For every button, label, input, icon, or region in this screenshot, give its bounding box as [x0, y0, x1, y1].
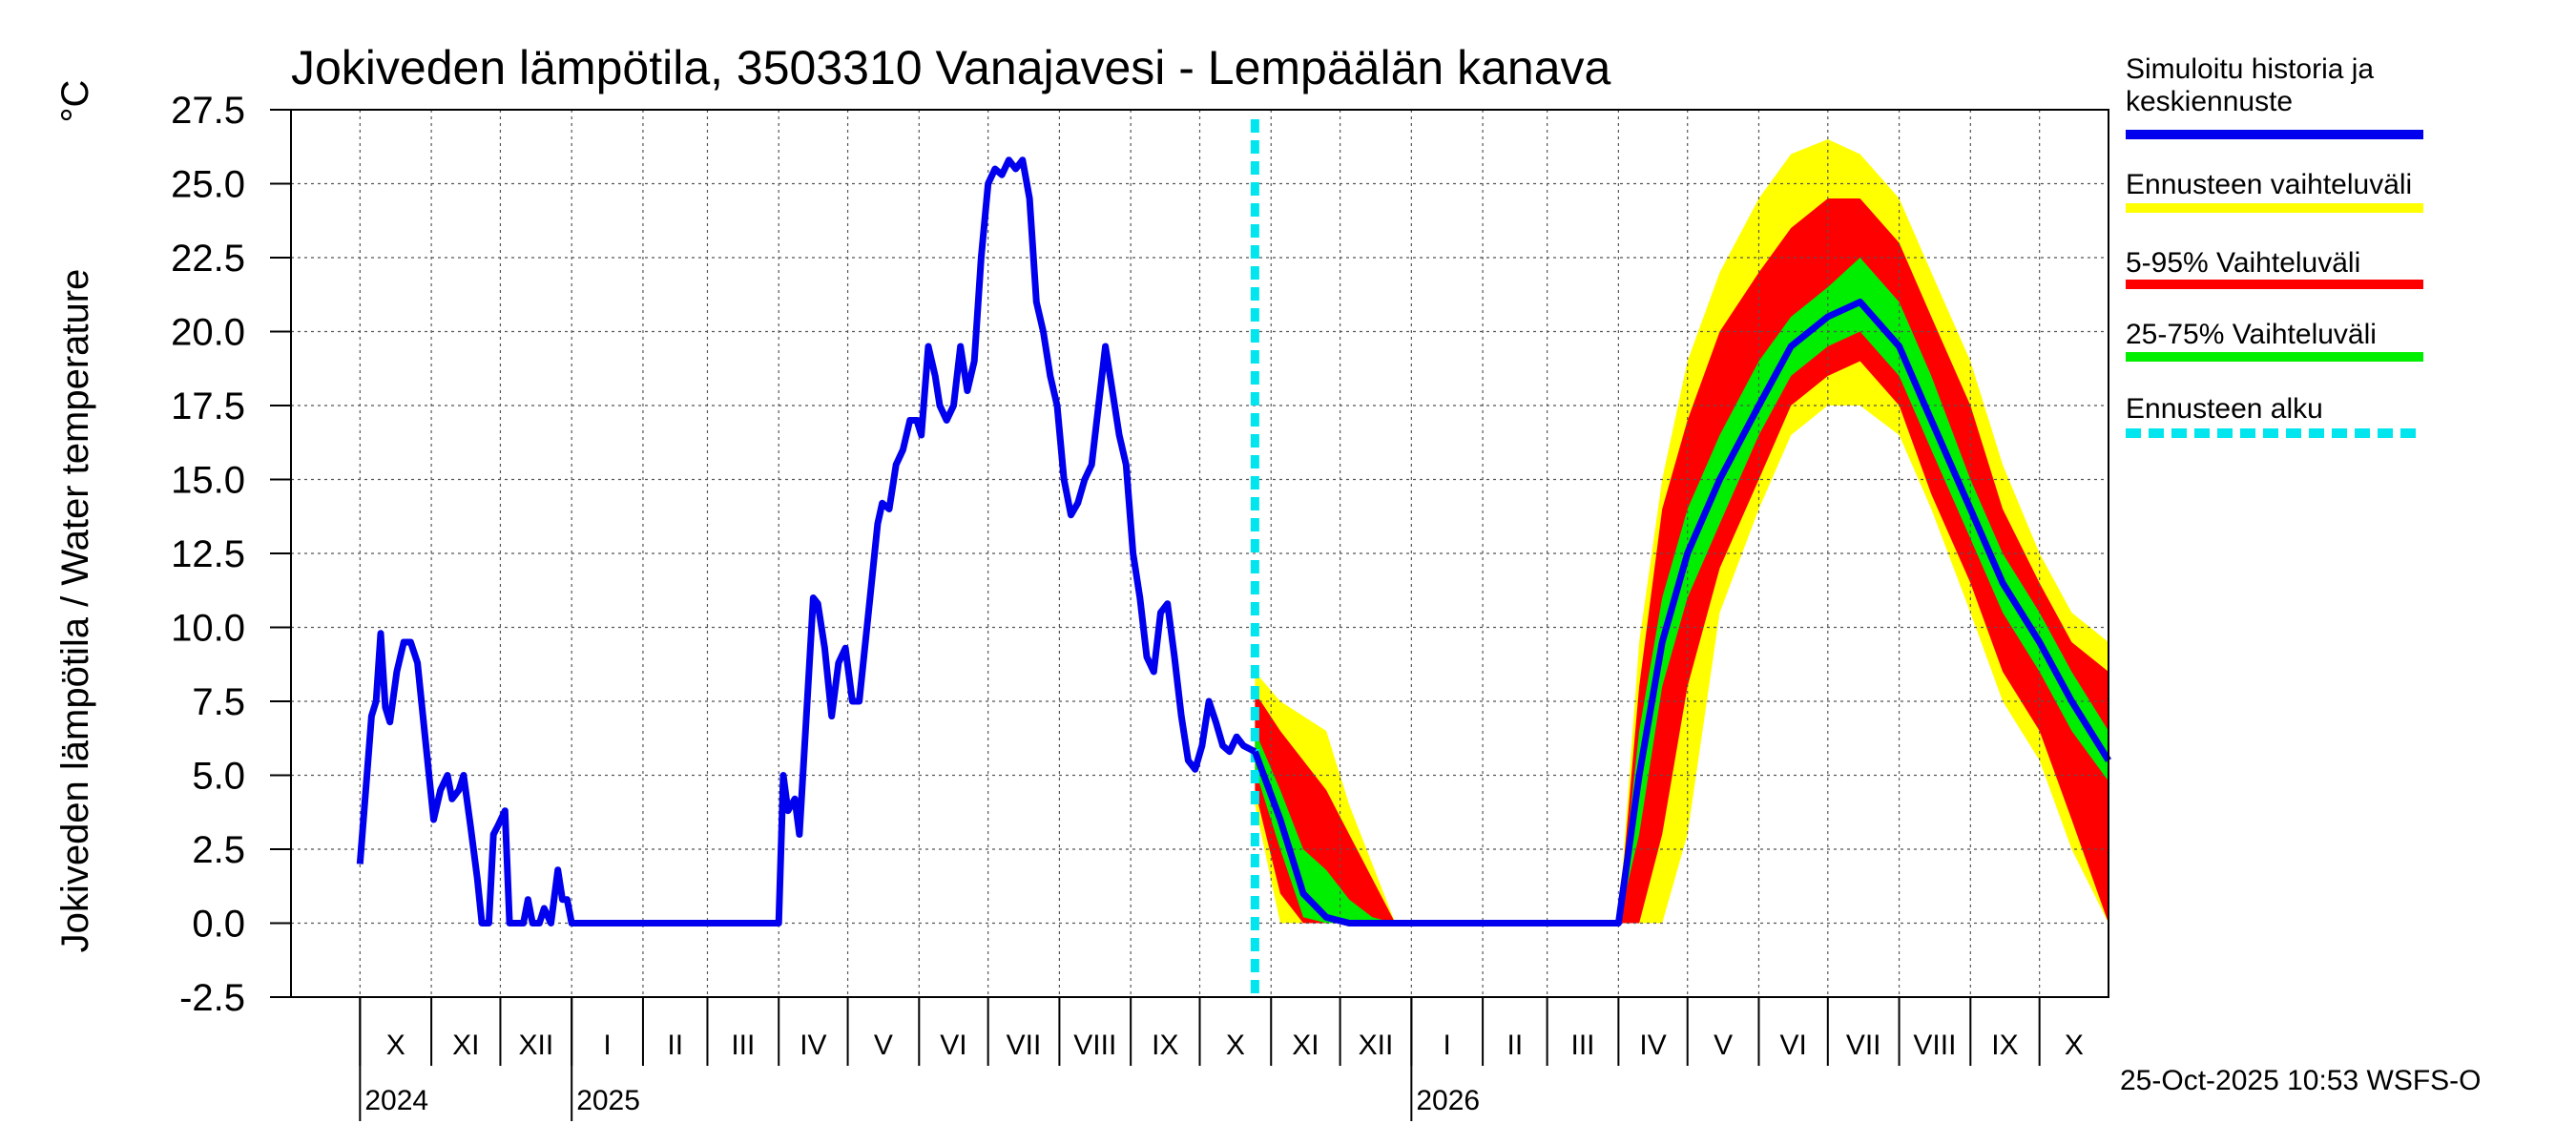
x-month-label: IX: [1991, 1030, 2018, 1061]
legend-label: 25-75% Vaihteluväli: [2126, 319, 2377, 350]
x-month-label: X: [386, 1030, 405, 1061]
x-month-label: II: [667, 1030, 683, 1061]
legend-label: Ennusteen vaihteluväli: [2126, 169, 2412, 200]
x-month-label: VI: [1779, 1030, 1806, 1061]
legend-label: Ennusteen alku: [2126, 393, 2323, 425]
x-month-label: II: [1507, 1030, 1524, 1061]
x-month-label: IV: [800, 1030, 826, 1061]
forecast-bands: [1255, 139, 2109, 924]
x-year-label: 2026: [1416, 1085, 1480, 1116]
y-axis-label: Jokiveden lämpötila / Water temperature: [54, 269, 96, 953]
x-month-label: III: [1570, 1030, 1594, 1061]
legend-label: 5-95% Vaihteluväli: [2126, 247, 2360, 279]
y-tick-label: 20.0: [171, 312, 245, 354]
x-month-label: VII: [1007, 1030, 1042, 1061]
y-tick-label: 25.0: [171, 164, 245, 206]
y-tick-label: 0.0: [192, 904, 245, 946]
x-month-label: XII: [518, 1030, 553, 1061]
y-tick-label: 17.5: [171, 385, 245, 427]
chart-title: Jokiveden lämpötila, 3503310 Vanajavesi …: [291, 41, 1611, 94]
x-month-label: I: [603, 1030, 611, 1061]
y-tick-label: 10.0: [171, 608, 245, 650]
x-axis: X XI XII I II III IV V VI VII VIII IX X XI XII I II III IV…: [359, 997, 2084, 1121]
y-tick-label: 12.5: [171, 533, 245, 575]
x-month-label: X: [2065, 1030, 2084, 1061]
legend-label: keskiennuste: [2126, 86, 2293, 117]
x-month-label: XII: [1359, 1030, 1394, 1061]
y-axis-ticks: 27.5 25.0 22.5 20.0 17.5 15.0 12.5 10.0 7.5 5.0 2.…: [171, 90, 291, 1019]
x-month-label: VIII: [1073, 1030, 1116, 1061]
x-month-label: VII: [1846, 1030, 1881, 1061]
data-lines: [356, 156, 2111, 926]
forecast-median-line: [1252, 299, 2111, 926]
x-month-label: IV: [1639, 1030, 1666, 1061]
x-month-label: VIII: [1913, 1030, 1956, 1061]
x-month-label: IX: [1152, 1030, 1178, 1061]
x-year-label: 2025: [576, 1085, 640, 1116]
y-tick-label: 2.5: [192, 829, 245, 871]
y-tick-label: 27.5: [171, 90, 245, 132]
x-month-label: XI: [1292, 1030, 1319, 1061]
y-tick-label: 5.0: [192, 756, 245, 798]
y-tick-label: 15.0: [171, 460, 245, 502]
y-tick-label: 7.5: [192, 681, 245, 723]
x-month-label: X: [1226, 1030, 1245, 1061]
x-month-label: VI: [940, 1030, 966, 1061]
legend-label: Simuloitu historia ja: [2126, 53, 2374, 85]
y-tick-label: 22.5: [171, 238, 245, 280]
x-month-label: V: [1714, 1030, 1733, 1061]
x-year-label: 2024: [364, 1085, 428, 1116]
y-tick-label: -2.5: [179, 977, 245, 1019]
y-axis-unit: °C: [54, 80, 96, 123]
x-month-label: I: [1444, 1030, 1451, 1061]
x-month-label: V: [874, 1030, 893, 1061]
x-month-label: III: [731, 1030, 755, 1061]
p25-75-band: [1255, 258, 2109, 924]
footer-timestamp: 25-Oct-2025 10:53 WSFS-O: [2120, 1065, 2482, 1096]
history-line: [356, 156, 1257, 926]
x-month-label: XI: [452, 1030, 479, 1061]
